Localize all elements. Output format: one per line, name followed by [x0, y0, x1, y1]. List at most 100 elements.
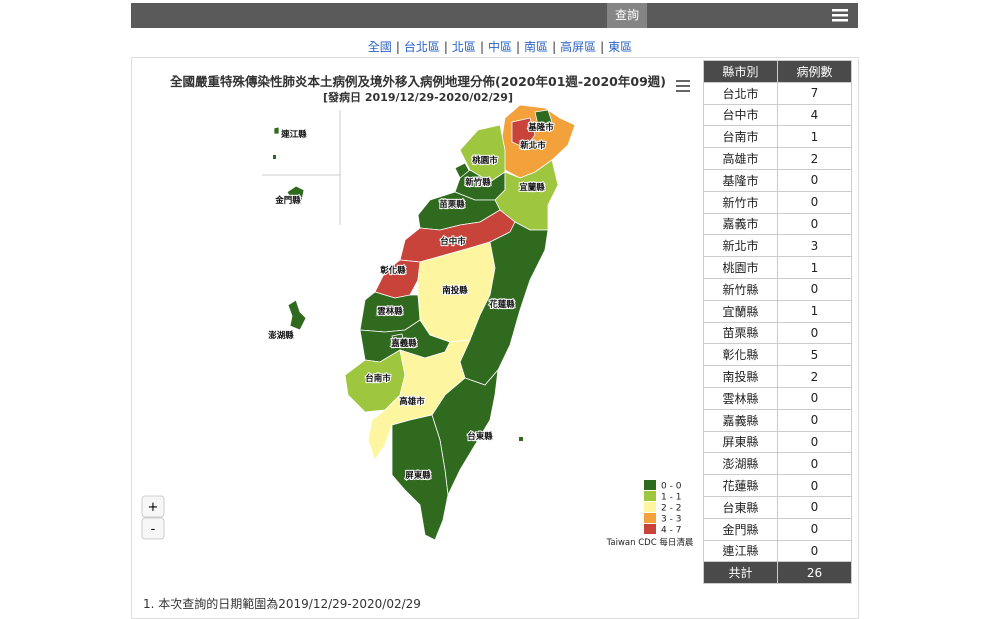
county-label: 高雄市: [399, 396, 425, 407]
county-label: 嘉義縣: [390, 338, 417, 349]
count-cell: 0: [777, 212, 852, 236]
county-region: [391, 414, 449, 541]
region-link[interactable]: 台北區: [403, 40, 440, 54]
top-bar: 查詢: [131, 3, 858, 28]
island: [273, 155, 276, 159]
county-cell: 台東縣: [703, 495, 778, 519]
region-link[interactable]: 東區: [608, 40, 633, 54]
count-cell: 0: [777, 408, 852, 432]
table-row: 連江縣 0: [703, 539, 852, 563]
table-header: 縣市別 病例數: [703, 60, 852, 83]
count-cell: 5: [777, 343, 852, 367]
region-link[interactable]: 高屏區: [560, 40, 597, 54]
county-label: 雲林縣: [377, 306, 403, 317]
footer-note: 1. 本次查詢的日期範圍為2019/12/29-2020/02/29: [143, 597, 421, 611]
count-cell: 0: [777, 168, 852, 192]
link-separator: |: [516, 40, 521, 54]
legend-swatch: [644, 502, 656, 512]
count-cell: 2: [777, 147, 852, 170]
island: [519, 437, 523, 441]
zoom-out[interactable]: -: [141, 517, 165, 540]
map-title: 全國嚴重特殊傳染性肺炎本土病例及境外移入病例地理分佈(2020年01週-2020…: [170, 74, 666, 89]
legend-label: 0 - 0: [661, 482, 682, 492]
region-link[interactable]: 南區: [524, 40, 549, 54]
table-row: 屏東縣 0: [703, 430, 852, 454]
table-row: 花蓮縣 0: [703, 474, 852, 497]
count-cell: 0: [777, 190, 852, 214]
county-cell: 彰化縣: [703, 343, 778, 367]
county-region: [459, 221, 549, 386]
table-row: 澎湖縣 0: [703, 452, 852, 476]
county-label: 台南市: [365, 373, 391, 384]
county-region: [273, 126, 280, 135]
zoom-out-label: -: [151, 522, 156, 537]
map: 全國嚴重特殊傳染性肺炎本土病例及境外移入病例地理分佈(2020年01週-2020…: [141, 74, 694, 548]
count-cell: 2: [777, 365, 852, 388]
count-cell: 0: [777, 452, 852, 476]
count-cell: 0: [777, 539, 852, 563]
legend-swatch: [644, 480, 656, 490]
county-cell: 金門縣: [703, 517, 778, 541]
legend-swatch: [644, 491, 656, 501]
header-cell: 病例數: [777, 60, 852, 83]
count-cell: 0: [777, 277, 852, 301]
table-row: 金門縣 0: [703, 517, 852, 541]
county-label: 金門縣: [274, 195, 301, 206]
region-links: 全國 | 台北區 | 北區 | 中區 | 南區 | 高屏區 | 東區: [0, 38, 1000, 55]
table-row: 桃園市 1: [703, 256, 852, 279]
county-cell: 宜蘭縣: [703, 299, 778, 323]
count-cell: 1: [777, 125, 852, 149]
total-label: 共計: [703, 561, 778, 585]
link-separator: |: [443, 40, 448, 54]
region-link[interactable]: 北區: [451, 40, 476, 54]
zoom-in[interactable]: +: [141, 495, 165, 518]
link-separator: |: [395, 40, 400, 54]
county-label: 苗栗縣: [439, 199, 465, 210]
table-row: 雲林縣 0: [703, 386, 852, 410]
link-separator: |: [600, 40, 605, 54]
map-subtitle: [發病日 2019/12/29-2020/02/29]: [323, 90, 513, 104]
count-cell: 0: [777, 517, 852, 541]
county-cell: 花蓮縣: [703, 474, 778, 497]
region-link[interactable]: 中區: [487, 40, 512, 54]
county-cell: 雲林縣: [703, 386, 778, 410]
county-cell: 高雄市: [703, 147, 778, 170]
query-button[interactable]: 查詢: [607, 3, 647, 28]
county-cell: 基隆市: [703, 168, 778, 192]
count-cell: 7: [777, 81, 852, 105]
region-link[interactable]: 全國: [367, 40, 392, 54]
table-row: 嘉義市 0: [703, 212, 852, 236]
table-row: 南投縣 2: [703, 365, 852, 388]
legend-label: 3 - 3: [661, 515, 681, 525]
legend-label: 4 - 7: [661, 526, 681, 536]
count-cell: 3: [777, 234, 852, 258]
menu-icon[interactable]: [832, 9, 848, 22]
county-cell: 南投縣: [703, 365, 778, 388]
county-cell: 嘉義市: [703, 212, 778, 236]
county-cell: 新竹市: [703, 190, 778, 214]
count-cell: 4: [777, 103, 852, 127]
table-row: 台中市 4: [703, 103, 852, 127]
county-region: [511, 117, 536, 149]
count-cell: 1: [777, 299, 852, 323]
chart-menu[interactable]: [676, 80, 690, 92]
legend-swatch: [644, 513, 656, 523]
table-row: 高雄市 2: [703, 147, 852, 170]
county-region: [286, 185, 305, 201]
page: map body{margin:0;width:1000px;height:60…: [0, 3, 1000, 619]
table-row: 基隆市 0: [703, 168, 852, 192]
county-region: [391, 333, 405, 345]
county-label: 台東縣: [467, 431, 493, 442]
county-cell: 嘉義縣: [703, 408, 778, 432]
table-row: 台北市 7: [703, 81, 852, 105]
count-cell: 1: [777, 256, 852, 279]
county-cell: 台中市: [703, 103, 778, 127]
table-row: 苗栗縣 0: [703, 321, 852, 345]
county-label: 屏東縣: [404, 470, 431, 481]
county-label: 花蓮縣: [489, 299, 515, 310]
legend-swatch: [644, 524, 656, 534]
table-row: 嘉義縣 0: [703, 408, 852, 432]
count-cell: 0: [777, 430, 852, 454]
count-cell: 0: [777, 321, 852, 345]
link-separator: |: [552, 40, 557, 54]
